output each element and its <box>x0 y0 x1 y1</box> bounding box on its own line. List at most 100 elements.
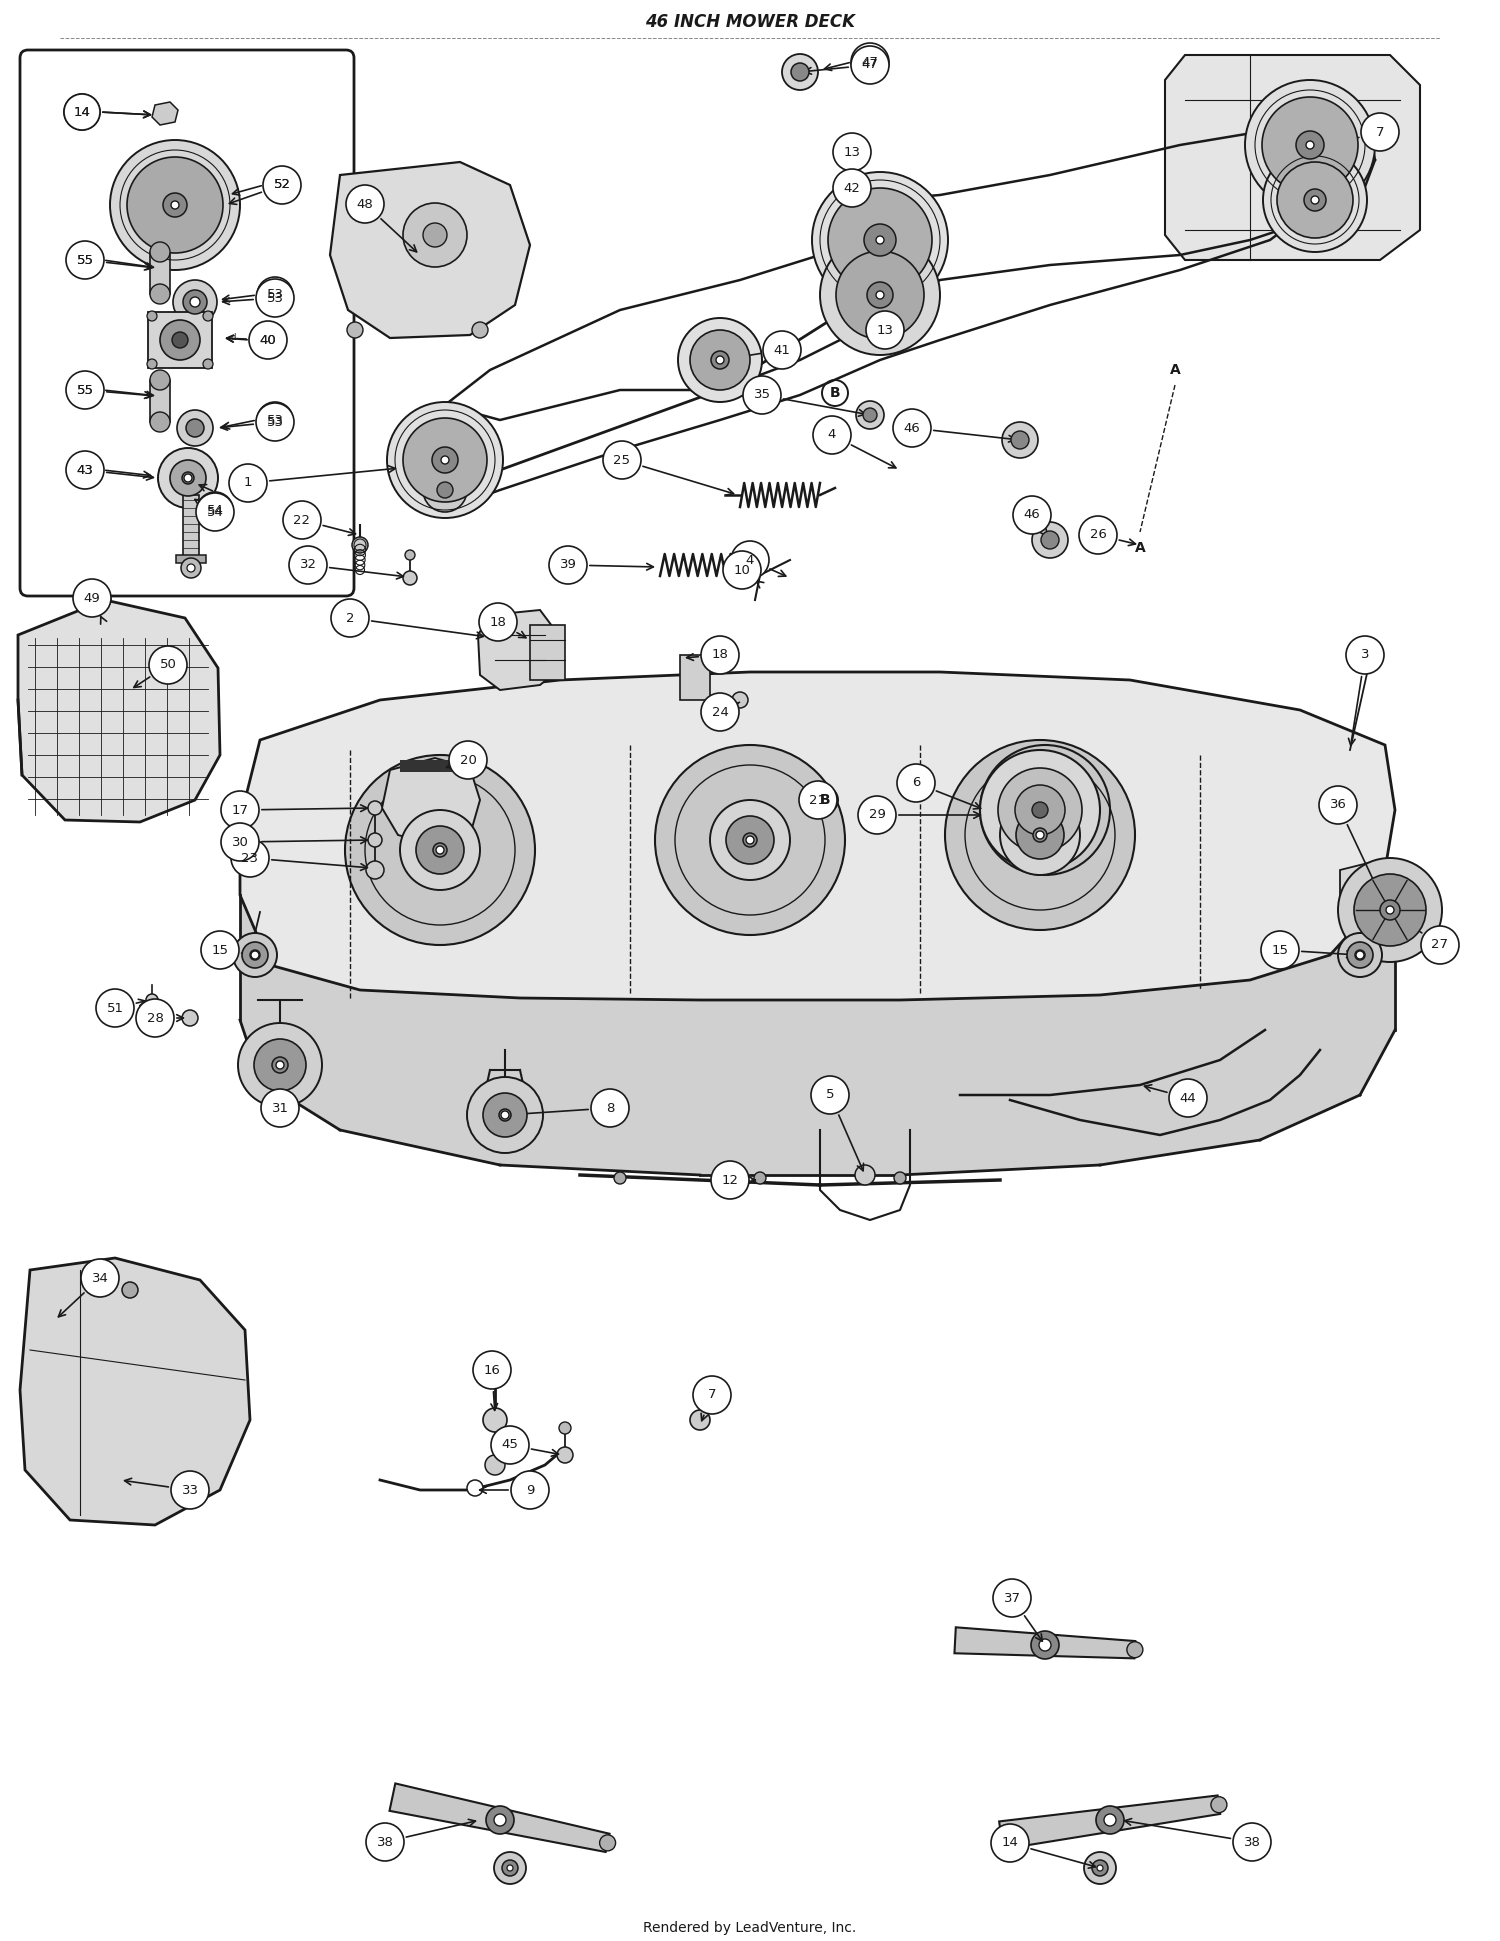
Circle shape <box>272 1058 288 1073</box>
Circle shape <box>726 815 774 864</box>
Circle shape <box>366 1823 404 1861</box>
Circle shape <box>1338 858 1442 963</box>
Text: 32: 32 <box>300 559 316 571</box>
Circle shape <box>1262 932 1299 969</box>
Circle shape <box>182 557 201 578</box>
Text: 36: 36 <box>1329 798 1347 811</box>
Polygon shape <box>1340 860 1420 949</box>
Circle shape <box>436 846 444 854</box>
Text: B: B <box>830 386 840 400</box>
Text: 35: 35 <box>753 388 771 402</box>
Circle shape <box>64 93 101 130</box>
Circle shape <box>66 241 104 280</box>
Text: 38: 38 <box>1244 1836 1260 1848</box>
Circle shape <box>186 419 204 437</box>
Text: 20: 20 <box>459 753 477 767</box>
Circle shape <box>790 62 808 82</box>
Text: 9: 9 <box>526 1483 534 1497</box>
Text: 24: 24 <box>711 705 729 718</box>
Circle shape <box>700 637 740 674</box>
Text: 2: 2 <box>345 611 354 625</box>
Circle shape <box>220 792 260 829</box>
Circle shape <box>690 1409 709 1431</box>
Text: 15: 15 <box>1272 943 1288 957</box>
Text: 45: 45 <box>501 1438 519 1452</box>
Circle shape <box>1420 926 1460 965</box>
Circle shape <box>251 951 260 959</box>
Circle shape <box>472 1351 512 1390</box>
Circle shape <box>1318 786 1358 825</box>
Text: 17: 17 <box>231 804 249 817</box>
Circle shape <box>486 1805 514 1834</box>
Circle shape <box>66 450 104 489</box>
Text: 47: 47 <box>861 56 879 68</box>
Circle shape <box>1036 831 1044 839</box>
Circle shape <box>1034 829 1047 842</box>
Bar <box>183 495 200 561</box>
Text: 38: 38 <box>376 1836 393 1848</box>
Text: 55: 55 <box>76 384 93 396</box>
Circle shape <box>190 297 200 307</box>
Text: 5: 5 <box>825 1089 834 1101</box>
Circle shape <box>992 1825 1029 1861</box>
Circle shape <box>1104 1815 1116 1826</box>
Circle shape <box>1311 196 1318 204</box>
Text: 51: 51 <box>106 1002 123 1015</box>
Circle shape <box>400 809 480 891</box>
Circle shape <box>368 802 382 815</box>
Circle shape <box>1126 1642 1143 1658</box>
Circle shape <box>865 311 904 349</box>
Polygon shape <box>240 895 1395 1174</box>
Polygon shape <box>330 161 530 338</box>
Circle shape <box>1210 1797 1227 1813</box>
Circle shape <box>746 837 754 844</box>
Text: A: A <box>1134 542 1146 555</box>
Circle shape <box>196 493 234 532</box>
Circle shape <box>416 827 464 873</box>
Text: 37: 37 <box>1004 1592 1020 1605</box>
Polygon shape <box>152 103 178 124</box>
Circle shape <box>876 237 884 245</box>
Text: A: A <box>1170 363 1180 377</box>
Circle shape <box>1011 431 1029 448</box>
Circle shape <box>690 330 750 390</box>
Circle shape <box>249 320 286 359</box>
Circle shape <box>466 1479 483 1497</box>
Circle shape <box>828 188 932 291</box>
Circle shape <box>730 542 770 578</box>
Circle shape <box>182 1009 198 1027</box>
Circle shape <box>150 411 170 433</box>
Circle shape <box>99 594 111 606</box>
Circle shape <box>148 646 188 683</box>
Circle shape <box>764 332 801 369</box>
Circle shape <box>441 456 448 464</box>
Circle shape <box>170 460 206 497</box>
Circle shape <box>723 551 760 588</box>
Circle shape <box>1354 873 1426 945</box>
Circle shape <box>484 1456 506 1475</box>
Circle shape <box>122 1281 138 1299</box>
Circle shape <box>1013 497 1052 534</box>
Polygon shape <box>240 672 1395 1000</box>
Circle shape <box>202 311 213 320</box>
Circle shape <box>251 949 260 961</box>
Circle shape <box>850 47 889 83</box>
Circle shape <box>483 1093 526 1137</box>
Circle shape <box>1263 148 1366 252</box>
Circle shape <box>284 501 321 540</box>
Bar <box>176 555 206 563</box>
Circle shape <box>833 134 872 171</box>
Circle shape <box>1040 1638 1052 1652</box>
Circle shape <box>96 990 134 1027</box>
Text: 14: 14 <box>74 105 90 118</box>
Text: 6: 6 <box>912 776 920 790</box>
Circle shape <box>1380 901 1400 920</box>
Circle shape <box>332 600 369 637</box>
Circle shape <box>897 765 934 802</box>
Circle shape <box>220 823 260 862</box>
Circle shape <box>164 192 188 217</box>
Text: 34: 34 <box>92 1271 108 1285</box>
Text: 12: 12 <box>722 1174 738 1186</box>
Circle shape <box>742 377 782 413</box>
Circle shape <box>1096 1865 1102 1871</box>
